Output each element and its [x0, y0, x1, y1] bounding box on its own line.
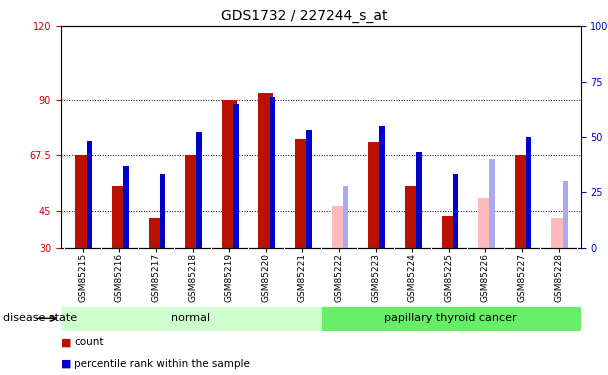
Text: GSM85228: GSM85228 — [554, 254, 563, 302]
Bar — [332, 206, 347, 248]
Bar — [562, 181, 568, 248]
Bar — [160, 174, 165, 248]
Text: GSM85227: GSM85227 — [517, 254, 527, 302]
Bar — [185, 155, 200, 248]
Text: GSM85218: GSM85218 — [188, 254, 197, 302]
Bar — [379, 126, 385, 248]
Text: ■: ■ — [61, 338, 71, 347]
Bar — [416, 152, 421, 248]
Bar — [489, 159, 495, 248]
Text: disease state: disease state — [3, 314, 77, 323]
Text: GSM85223: GSM85223 — [371, 254, 380, 302]
Text: count: count — [74, 338, 104, 347]
Bar — [196, 132, 202, 248]
Bar — [86, 141, 92, 248]
Text: GSM85226: GSM85226 — [481, 254, 490, 302]
Bar — [112, 186, 126, 248]
Bar — [306, 130, 312, 248]
Bar — [61, 306, 321, 331]
Text: ■: ■ — [61, 359, 71, 369]
Bar — [343, 186, 348, 248]
Bar — [515, 155, 530, 248]
Text: GDS1732 / 227244_s_at: GDS1732 / 227244_s_at — [221, 9, 387, 23]
Bar — [233, 104, 238, 248]
Bar — [478, 198, 492, 248]
Bar — [270, 97, 275, 248]
Bar — [295, 140, 309, 248]
Text: GSM85220: GSM85220 — [261, 254, 271, 302]
Bar — [149, 218, 164, 248]
Bar — [441, 216, 456, 248]
Bar — [123, 166, 129, 248]
Text: GSM85217: GSM85217 — [151, 254, 161, 302]
Text: GSM85215: GSM85215 — [78, 254, 88, 302]
Bar — [222, 100, 237, 248]
Bar — [526, 137, 531, 248]
Text: papillary thyroid cancer: papillary thyroid cancer — [384, 314, 517, 323]
Bar — [405, 186, 420, 248]
Text: GSM85225: GSM85225 — [444, 254, 454, 302]
Text: GSM85221: GSM85221 — [298, 254, 307, 302]
Text: GSM85216: GSM85216 — [115, 254, 124, 302]
Text: normal: normal — [171, 314, 210, 323]
Bar — [551, 218, 566, 248]
Bar — [453, 174, 458, 248]
Text: percentile rank within the sample: percentile rank within the sample — [74, 359, 250, 369]
Bar — [368, 142, 383, 248]
Text: GSM85219: GSM85219 — [225, 254, 233, 302]
Bar — [258, 93, 273, 248]
Text: GSM85224: GSM85224 — [408, 254, 416, 302]
Bar — [321, 306, 581, 331]
Bar — [75, 155, 90, 248]
Text: GSM85222: GSM85222 — [334, 254, 344, 302]
